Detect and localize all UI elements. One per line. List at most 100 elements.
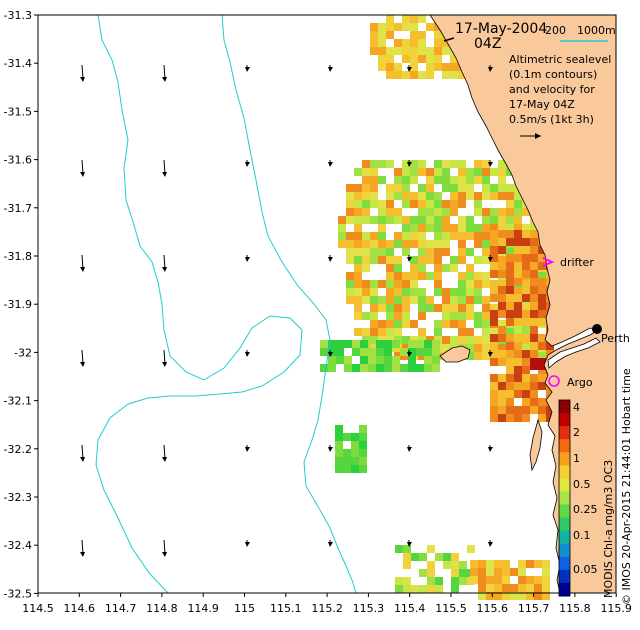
chl-pixel [458,304,466,312]
chl-pixel [494,560,502,568]
velocity-arrow [162,159,167,177]
chl-pixel [490,358,498,366]
chl-pixel [490,382,498,390]
chl-pixel [530,278,538,286]
chl-pixel [410,55,418,63]
chl-pixel [490,310,498,318]
chl-pixel [498,320,506,328]
chl-pixel [434,328,442,336]
chl-pixel [466,288,474,296]
chl-pixel [376,364,384,372]
chl-pixel [402,312,410,320]
chl-pixel [482,312,490,320]
chl-pixel [426,23,434,31]
chl-pixel [426,55,434,63]
chl-pixel [450,71,458,79]
chl-pixel [360,340,368,348]
chl-pixel [354,224,362,232]
chl-pixel [410,256,418,264]
chl-pixel [542,576,550,584]
chl-pixel [518,576,526,584]
x-tick-label: 115.4 [394,602,426,615]
chl-pixel [394,232,402,240]
chl-pixel [530,254,538,262]
chl-pixel [522,374,530,382]
chl-pixel [458,184,466,192]
velocity-arrow [407,445,412,452]
chl-pixel [514,216,522,224]
chl-pixel [442,232,450,240]
chl-pixel [320,340,328,348]
chl-pixel [542,584,550,592]
velocity-arrow [162,539,167,557]
chl-pixel [466,192,474,200]
chl-pixel [490,286,498,294]
chl-pixel [442,240,450,248]
chl-pixel [402,47,410,55]
chl-pixel [403,553,411,561]
chl-pixel [506,374,514,382]
velocity-arrow [80,254,85,272]
chl-pixel [502,576,510,584]
chl-pixel [474,176,482,184]
chl-pixel [490,184,498,192]
chl-pixel [418,184,426,192]
chl-pixel [370,320,378,328]
chl-pixel [442,200,450,208]
chl-pixel [514,318,522,326]
chl-pixel [354,232,362,240]
chl-pixel [478,592,486,600]
chl-pixel [370,256,378,264]
chl-pixel [354,168,362,176]
chl-pixel [514,382,522,390]
chl-pixel [362,288,370,296]
chl-pixel [402,272,410,280]
chl-pixel [346,272,354,280]
x-tick-label: 115.6 [477,602,509,615]
y-tick-label: -31.9 [4,298,32,311]
chl-pixel [450,55,458,63]
chl-pixel [359,441,367,449]
chl-pixel [402,280,410,288]
chl-pixel [386,288,394,296]
chl-pixel [506,328,514,336]
chl-pixel [335,433,343,441]
chl-pixel [402,200,410,208]
chl-pixel [538,352,546,360]
chl-pixel [411,585,419,593]
chl-pixel [506,192,514,200]
chl-pixel [394,304,402,312]
drifter-label: drifter [560,256,594,269]
chl-pixel [394,208,402,216]
chl-pixel [394,280,402,288]
chl-pixel [354,328,362,336]
chl-pixel [402,55,410,63]
chl-pixel [470,576,478,584]
chl-pixel [434,39,442,47]
colorbar-tick-label: 1 [573,452,580,465]
chl-pixel [450,63,458,71]
velocity-arrow [245,160,250,167]
chl-pixel [522,328,530,336]
chl-pixel [458,232,466,240]
chl-pixel [434,168,442,176]
chl-pixel [458,216,466,224]
chl-pixel [530,246,538,254]
chl-pixel [328,340,336,348]
chl-pixel [434,272,442,280]
velocity-arrow [245,255,250,262]
chl-pixel [450,304,458,312]
chl-pixel [424,348,432,356]
chl-pixel [394,264,402,272]
chl-pixel [346,216,354,224]
colorbar-tick-label: 0.1 [573,529,591,542]
colorbar-segment [559,426,570,440]
chl-pixel [506,184,514,192]
chl-pixel [359,457,367,465]
chl-pixel [498,238,506,246]
chl-pixel [378,23,386,31]
chl-pixel [386,63,394,71]
chl-pixel [386,47,394,55]
x-tick-label: 114.9 [187,602,219,615]
